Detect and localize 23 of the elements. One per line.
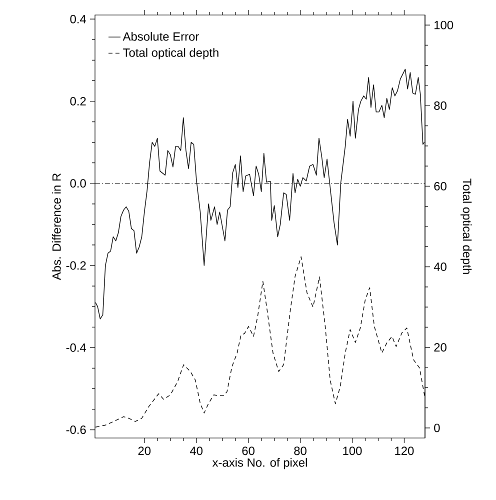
y-tick-label: 0.2 [70, 97, 86, 106]
y2-axis-title: Total optical depth [460, 178, 472, 274]
y2-tick-label: 100 [434, 20, 454, 30]
x-tick-label: 60 [242, 446, 254, 456]
y2-tick-label: 40 [434, 262, 446, 272]
y2-tick-label: 0 [434, 424, 440, 432]
y-tick-label: -0.6 [66, 426, 86, 434]
x-tick-label: 20 [138, 446, 151, 456]
legend-label: Absolute Error [122, 32, 199, 41]
x-tick-label: 100 [343, 446, 362, 456]
x-tick-label: 120 [395, 446, 414, 456]
y2-tick-label: 80 [434, 101, 446, 110]
y-tick-label: -0.2 [66, 261, 86, 270]
x-tick-label: 80 [294, 446, 306, 456]
y-axis-title: Abs. Difference in R [52, 173, 61, 280]
y-tick-label: -0.4 [66, 343, 86, 352]
y-tick-label: 0.4 [70, 14, 86, 24]
x-tick-label: 40 [190, 446, 203, 456]
y2-tick-label: 60 [434, 182, 446, 190]
legend-label: Total optical depth [123, 48, 218, 60]
y2-tick-label: 20 [434, 343, 446, 352]
x-axis-title: x-axis No. of pixel [212, 458, 307, 470]
y-tick-label: 0.0 [70, 179, 86, 188]
